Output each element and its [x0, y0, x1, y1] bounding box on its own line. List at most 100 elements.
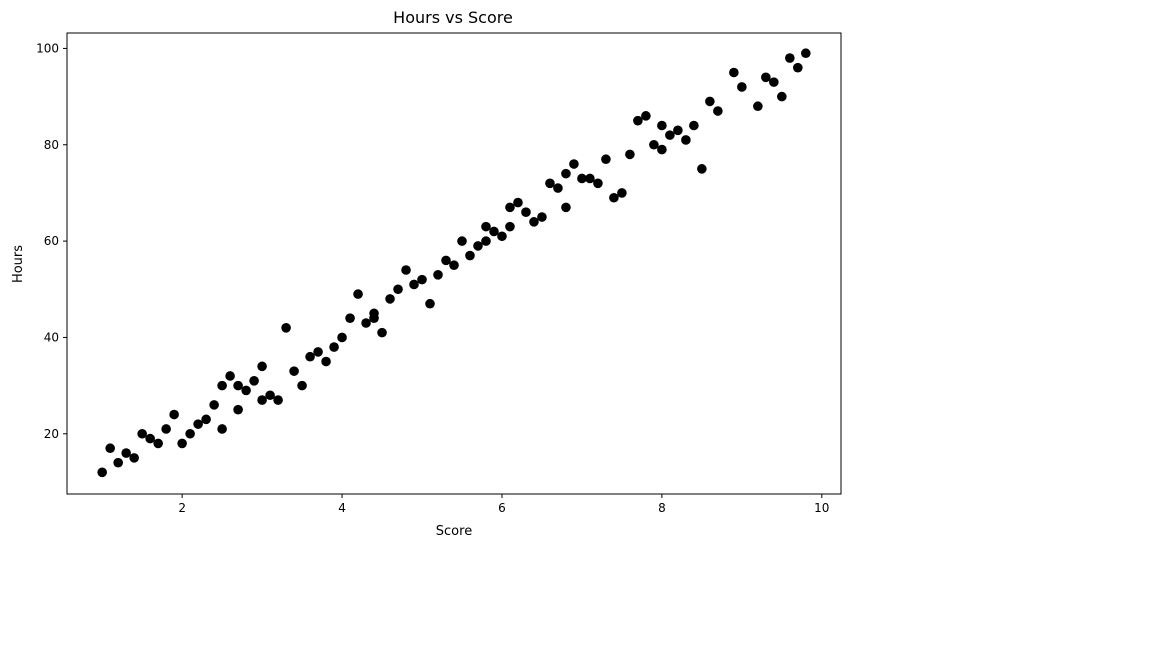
data-point	[793, 62, 803, 73]
data-point	[281, 323, 291, 333]
data-point	[609, 192, 619, 203]
data-point	[121, 448, 131, 458]
data-point	[569, 159, 579, 169]
y-tick-label: 60	[44, 234, 59, 248]
data-point	[345, 313, 355, 323]
data-point	[689, 120, 699, 131]
data-point	[537, 212, 547, 222]
data-point	[641, 111, 651, 121]
data-point	[441, 255, 451, 266]
data-point	[217, 424, 227, 434]
data-point	[401, 265, 411, 275]
data-point	[409, 279, 419, 290]
data-point	[593, 178, 603, 189]
data-point	[673, 125, 683, 136]
data-point	[361, 318, 371, 328]
data-point	[337, 332, 347, 343]
data-point	[257, 395, 267, 405]
data-point	[577, 173, 587, 184]
data-point	[393, 284, 403, 295]
data-point	[657, 144, 667, 155]
data-point	[161, 424, 171, 434]
plot-area-frame	[66, 32, 842, 495]
data-point	[305, 351, 315, 362]
data-point	[225, 371, 235, 381]
data-point	[321, 356, 331, 367]
data-point	[633, 115, 643, 126]
data-point	[209, 400, 219, 410]
data-point	[545, 178, 555, 189]
data-point	[481, 221, 491, 232]
data-point	[297, 380, 307, 391]
data-point	[185, 428, 195, 439]
data-point	[169, 409, 179, 420]
data-point	[313, 347, 323, 357]
data-point	[665, 130, 675, 140]
data-point	[737, 82, 747, 92]
data-point	[553, 183, 563, 193]
x-tick-label: 6	[498, 501, 506, 515]
data-points	[97, 48, 811, 478]
data-point	[249, 375, 259, 386]
data-point	[137, 428, 147, 439]
data-point	[489, 226, 499, 237]
data-point	[193, 419, 203, 429]
data-point	[329, 342, 339, 352]
y-tick-label: 100	[36, 41, 59, 55]
data-point	[521, 207, 531, 217]
data-point	[201, 414, 211, 425]
data-point	[713, 106, 723, 116]
y-tick-label: 20	[44, 427, 59, 441]
data-point	[777, 91, 787, 102]
y-axis-ticks: 20 40 60 80 100	[36, 41, 67, 441]
data-point	[433, 270, 443, 280]
data-point	[617, 188, 627, 198]
data-point	[353, 289, 363, 299]
data-point	[769, 77, 779, 87]
data-point	[457, 236, 467, 246]
data-point	[105, 443, 115, 454]
data-point	[217, 380, 227, 391]
data-point	[729, 67, 739, 78]
data-point	[801, 48, 811, 59]
data-point	[649, 139, 659, 150]
data-point	[417, 274, 427, 285]
y-tick-label: 80	[44, 138, 59, 152]
data-point	[481, 236, 491, 246]
data-point	[785, 53, 795, 63]
data-point	[585, 173, 595, 184]
data-point	[177, 438, 187, 449]
data-point	[425, 298, 435, 309]
data-point	[385, 294, 395, 304]
data-point	[697, 164, 707, 174]
x-axis-label: Score	[436, 524, 472, 539]
data-point	[513, 197, 523, 208]
data-point	[473, 241, 483, 251]
data-point	[505, 221, 515, 232]
x-tick-label: 2	[178, 501, 186, 515]
data-point	[505, 202, 515, 213]
data-point	[265, 390, 275, 401]
data-point	[233, 404, 243, 415]
data-point	[241, 385, 251, 396]
data-point	[497, 231, 507, 242]
data-point	[561, 168, 571, 179]
data-point	[377, 327, 387, 338]
data-point	[753, 101, 763, 112]
data-point	[705, 96, 715, 107]
data-point	[369, 308, 379, 319]
data-point	[129, 453, 139, 463]
x-tick-label: 8	[658, 501, 666, 515]
data-point	[561, 202, 571, 213]
data-point	[113, 457, 123, 468]
x-tick-label: 10	[814, 501, 829, 515]
data-point	[289, 366, 299, 376]
chart-title: Hours vs Score	[393, 8, 513, 27]
y-tick-label: 40	[44, 330, 59, 344]
data-point	[657, 120, 667, 131]
y-axis-label: Hours	[11, 245, 26, 283]
x-axis-ticks: 2 4 6 8 10	[178, 494, 829, 515]
data-point	[529, 217, 539, 227]
data-point	[145, 433, 155, 444]
